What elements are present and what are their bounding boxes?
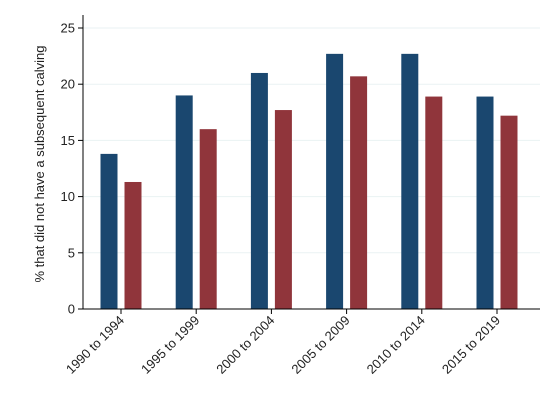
x-tick-label: 2015 to 2019 xyxy=(439,313,503,377)
bar-series-1 xyxy=(250,72,268,310)
bar-series-2 xyxy=(274,110,292,309)
y-axis-label: % that did not have a subsequent calving xyxy=(32,45,47,282)
bar-series-2 xyxy=(350,76,368,309)
bar-series-2 xyxy=(199,129,217,309)
bar-series-2 xyxy=(124,181,142,309)
y-tick-label: 20 xyxy=(61,77,75,92)
bar-series-1 xyxy=(100,153,118,309)
x-tick-label: 2005 to 2009 xyxy=(288,313,352,377)
x-tick-label: 1990 to 1994 xyxy=(63,313,127,377)
axes xyxy=(82,15,540,310)
bars xyxy=(100,53,518,310)
bar-series-1 xyxy=(476,96,494,310)
y-tick-label: 0 xyxy=(68,302,75,317)
bar-series-1 xyxy=(175,95,193,309)
bar-series-1 xyxy=(401,53,419,309)
y-tick-label: 5 xyxy=(68,245,75,260)
x-axis-ticks: 1990 to 1994 1995 to 1999 2000 to 2004 2005… xyxy=(63,309,503,377)
y-axis-ticks: 0 5 10 15 20 25 xyxy=(61,21,83,317)
bar-series-2 xyxy=(425,96,443,310)
y-tick-label: 10 xyxy=(61,189,75,204)
x-tick-label: 2010 to 2014 xyxy=(364,313,428,377)
bar-series-2 xyxy=(500,115,518,309)
x-tick-label: 2000 to 2004 xyxy=(213,313,277,377)
y-tick-label: 25 xyxy=(61,21,75,36)
x-tick-label: 1995 to 1999 xyxy=(138,313,202,377)
bar-series-1 xyxy=(326,53,344,309)
gridlines xyxy=(83,27,540,254)
y-tick-label: 15 xyxy=(61,133,75,148)
